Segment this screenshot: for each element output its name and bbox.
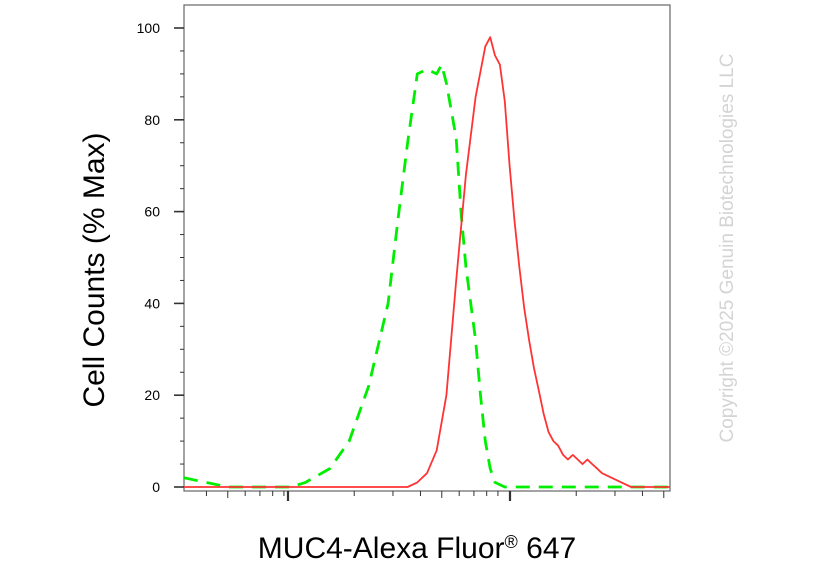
x-axis-label: MUC4-Alexa Fluor® 647: [0, 532, 834, 566]
y-tick-label: 0: [152, 479, 160, 495]
y-tick-label: 80: [144, 112, 160, 128]
y-axis-label: Cell Counts (% Max): [78, 132, 111, 408]
x-axis-label-main: MUC4-Alexa Fluor: [257, 532, 505, 565]
y-tick-label: 60: [144, 204, 160, 220]
plot-frame: [183, 4, 671, 492]
y-tick-label: 20: [144, 387, 160, 403]
x-axis-label-suffix: 647: [517, 532, 577, 565]
copyright-watermark: Copyright ©2025 Genuin Biotechnologies L…: [717, 53, 738, 443]
series-layer: [183, 36, 670, 489]
series-line-muc4: [184, 36, 670, 488]
series-line-control: [183, 63, 670, 489]
x-axis-ticks: [205, 491, 665, 501]
y-axis-ticks: 0 20 40 60 80 100: [137, 20, 184, 495]
y-axis-label-wrap: Cell Counts (% Max): [60, 60, 130, 480]
x-axis-label-registered-mark: ®: [504, 532, 518, 552]
y-tick-label: 100: [137, 20, 161, 36]
y-tick-label: 40: [144, 295, 160, 311]
